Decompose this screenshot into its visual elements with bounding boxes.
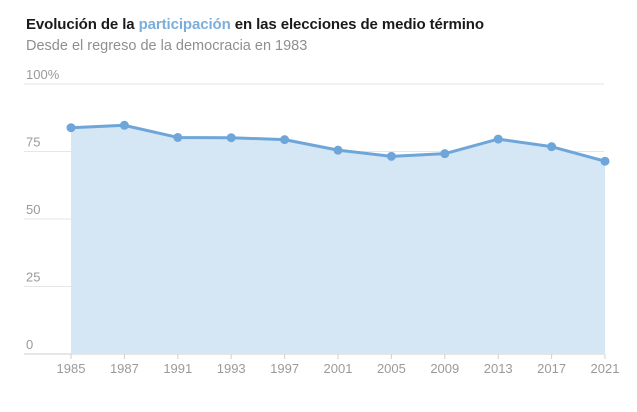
y-tick-label-0: 0 xyxy=(26,337,33,352)
data-point-2001 xyxy=(333,145,343,155)
chart-title-end: en las elecciones de medio término xyxy=(230,16,484,33)
chart-title-start: Evolución de la xyxy=(26,16,139,33)
y-tick-label-25: 25 xyxy=(26,270,40,285)
x-tick-label-2013: 2013 xyxy=(484,361,513,376)
x-tick-label-2017: 2017 xyxy=(537,361,566,376)
data-point-1987 xyxy=(119,120,129,130)
x-tick-label-2009: 2009 xyxy=(430,361,459,376)
data-point-2009 xyxy=(440,149,450,159)
x-tick-label-1997: 1997 xyxy=(270,361,299,376)
area-fill-group xyxy=(71,125,605,354)
x-tick-label-2005: 2005 xyxy=(377,361,406,376)
chart-title: Evolución de la participación en las ele… xyxy=(26,16,484,33)
data-point-2005 xyxy=(386,151,396,161)
data-point-2013 xyxy=(493,134,503,144)
x-tick-label-1991: 1991 xyxy=(163,361,192,376)
y-tick-label-75: 75 xyxy=(26,135,40,150)
data-point-1997 xyxy=(280,135,290,145)
area-fill xyxy=(71,125,605,354)
data-point-2017 xyxy=(547,142,557,152)
x-axis-ticks: 1985 1987 1991 1993 1997 2001 2005 2009 2013 2017… xyxy=(57,354,620,376)
x-tick-label-1985: 1985 xyxy=(57,361,86,376)
y-axis-ticks: 0 25 50 75 100% xyxy=(26,67,60,352)
x-tick-label-2021: 2021 xyxy=(591,361,620,376)
data-point-2021 xyxy=(600,156,610,166)
x-tick-label-2001: 2001 xyxy=(324,361,353,376)
data-points xyxy=(66,120,610,166)
data-point-1985 xyxy=(66,123,76,133)
x-tick-label-1993: 1993 xyxy=(217,361,246,376)
data-point-1991 xyxy=(173,132,183,142)
chart-subtitle: Desde el regreso de la democracia en 198… xyxy=(26,38,308,54)
data-point-1993 xyxy=(226,133,236,143)
y-tick-label-100: 100% xyxy=(26,67,60,82)
y-tick-label-50: 50 xyxy=(26,202,40,217)
x-tick-label-1987: 1987 xyxy=(110,361,139,376)
chart-title-highlight: participación xyxy=(138,16,231,33)
